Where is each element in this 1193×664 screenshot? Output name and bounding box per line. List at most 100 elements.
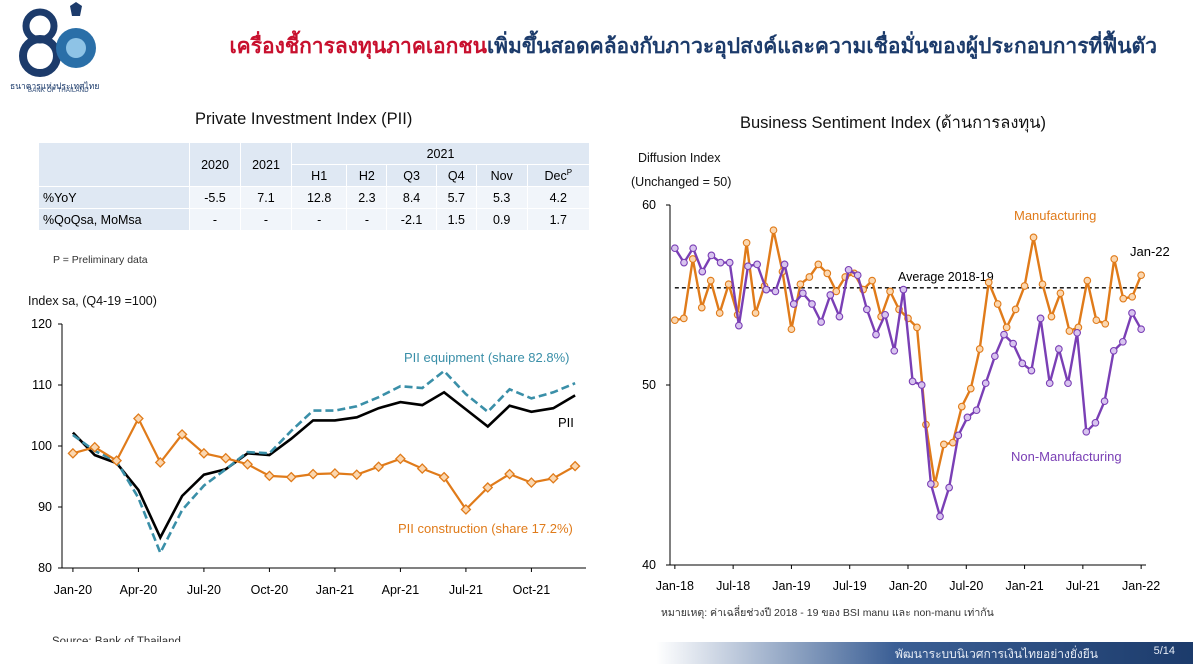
bsi-point: [1018, 359, 1027, 368]
pii-construction-point: [373, 461, 385, 473]
pii-construction-point: [351, 469, 363, 481]
pii-construction-point: [394, 453, 406, 465]
bsi-note: หมายเหตุ: ค่าเฉลี่ยช่วงปี 2018 - 19 ของ …: [661, 607, 994, 619]
bsi-point: [832, 287, 841, 296]
pii-x-tick-label: Jul-21: [449, 583, 483, 597]
pii-series-line: [72, 416, 576, 512]
bsi-end-label: Jan-22: [1130, 244, 1170, 259]
bsi-point: [1083, 276, 1092, 285]
bsi-point: [908, 377, 917, 386]
bsi-x-tick-label: Jul-20: [949, 579, 983, 593]
pii-construction-point: [285, 471, 297, 483]
pii-equipment-label: PII equipment (share 82.8%): [404, 350, 569, 365]
pii-y-tick-label: 100: [31, 439, 52, 453]
bsi-point: [872, 330, 880, 339]
pii-x-tick-label: Jan-20: [54, 583, 92, 597]
pii-construction-point: [242, 458, 254, 470]
bsi-manufacturing-label: Manufacturing: [1014, 208, 1096, 223]
bsi-point: [707, 251, 716, 260]
bsi-point: [1002, 323, 1011, 332]
bsi-point: [814, 260, 823, 269]
bsi-point: [1036, 314, 1045, 323]
bsi-point: [886, 287, 894, 296]
bsi-point: [1128, 292, 1137, 301]
pii-construction-point: [504, 468, 516, 480]
pii-construction-point: [198, 447, 210, 459]
pii-row-label: %YoY: [38, 186, 190, 209]
bsi-point: [796, 280, 805, 289]
bsi-point: [966, 384, 975, 393]
pii-chart-ylabel: Index sa, (Q4-19 =100): [28, 294, 157, 308]
pii-x-tick-label: Oct-20: [251, 583, 289, 597]
bsi-y-tick-label: 50: [642, 378, 656, 392]
pii-subcol-dec: DecP: [526, 164, 591, 187]
pii-subcol: Q3: [386, 164, 437, 187]
pii-construction-point: [111, 455, 123, 467]
bsi-point: [1038, 280, 1047, 289]
pii-row-qoq: %QoQsa, MoMsa - - - - -2.1 1.5 0.9 1.7: [38, 208, 591, 231]
bsi-ylabel-line2: (Unchanged = 50): [631, 175, 732, 189]
bsi-point: [753, 260, 761, 269]
bsi-point: [913, 323, 921, 332]
bsi-point: [890, 346, 899, 355]
bsi-point: [724, 280, 733, 289]
pii-construction-point: [525, 477, 537, 489]
bsi-point: [1119, 294, 1128, 303]
pii-construction-point: [569, 460, 581, 472]
pii-construction-point: [307, 468, 319, 480]
pii-construction-point: [154, 457, 166, 468]
pii-cell: 12.8: [290, 186, 348, 209]
bsi-point: [1009, 339, 1017, 348]
bsi-point: [899, 285, 908, 294]
bsi-series-line: [673, 245, 1143, 521]
pii-construction-point: [438, 471, 450, 483]
pii-cell: -: [346, 208, 388, 231]
pii-construction-point: [132, 413, 144, 424]
bsi-point: [1029, 233, 1038, 242]
bsi-point: [868, 276, 876, 285]
bsi-x-tick-label: Jul-18: [716, 579, 750, 593]
bsi-point: [742, 238, 751, 247]
bsi-point: [1128, 309, 1136, 317]
headline-red: เครื่องชี้การลงทุนภาคเอกชน: [229, 35, 487, 58]
bsi-point: [735, 321, 743, 330]
bsi-x-tick-label: Jan-19: [772, 579, 810, 593]
pii-footnote: P = Preliminary data: [53, 254, 148, 266]
bsi-point: [917, 381, 926, 389]
bsi-point: [948, 438, 957, 447]
pii-x-tick-label: Apr-21: [382, 583, 420, 597]
bsi-point: [744, 262, 752, 271]
bsi-point: [789, 300, 798, 308]
bsi-point: [1064, 379, 1072, 388]
pii-y-tick-label: 120: [31, 317, 52, 331]
bsi-point: [769, 226, 778, 235]
bsi-point: [787, 325, 796, 334]
bsi-point: [881, 310, 889, 319]
bsi-point: [1045, 379, 1054, 388]
pii-construction-point: [67, 447, 79, 459]
logo-emblem: [70, 2, 82, 16]
bsi-point: [1110, 255, 1119, 263]
bsi-chart: 40 50 60 Jan-18 Jul-18 Jan-19 Jul-19 Jan-20 Jul-…: [642, 198, 1170, 593]
logo-ring-lower: [19, 35, 61, 77]
pii-label: PII: [558, 415, 574, 430]
pii-construction-point: [482, 482, 494, 493]
bsi-point: [697, 303, 706, 312]
pii-y-tick-label: 90: [38, 500, 52, 514]
pii-cell: -: [240, 208, 292, 231]
pii-col-2021: 2021: [240, 142, 292, 187]
pii-construction-point: [89, 441, 101, 453]
pii-cell: 8.4: [386, 186, 437, 209]
bsi-x-tick-label: Jul-21: [1066, 579, 1100, 593]
bsi-point: [853, 271, 862, 280]
pii-y-tick-label: 80: [38, 561, 52, 575]
bsi-point: [698, 267, 707, 276]
bsi-point: [972, 406, 981, 415]
bsi-point: [716, 258, 725, 267]
bsi-point: [991, 352, 999, 361]
pii-x-tick-label: Jan-21: [316, 583, 354, 597]
bsi-x-tick-label: Jan-22: [1122, 579, 1160, 593]
bsi-point: [984, 278, 993, 287]
bsi-point: [1056, 289, 1065, 298]
bsi-y-tick-label: 60: [642, 198, 656, 212]
